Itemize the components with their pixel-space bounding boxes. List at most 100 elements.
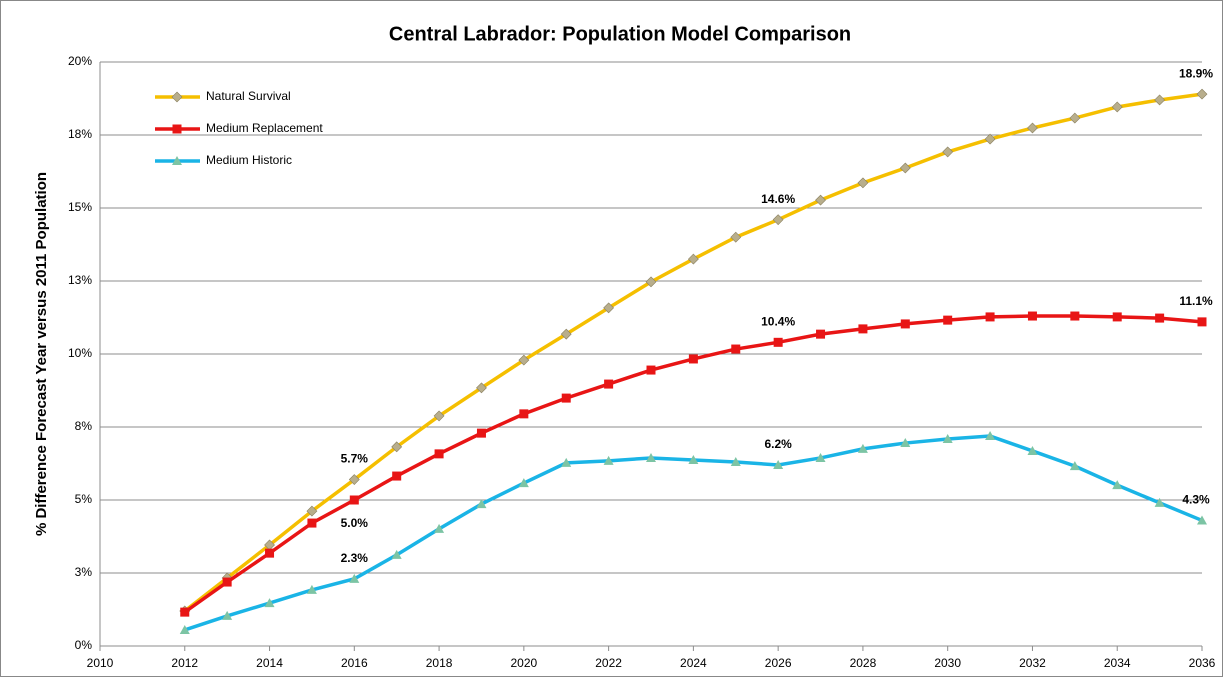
- data-point: [984, 133, 996, 145]
- data-point: [434, 449, 444, 459]
- data-point: [306, 505, 318, 517]
- data-point: [476, 428, 486, 438]
- data-point: [1196, 88, 1208, 100]
- data-point: [1154, 94, 1166, 106]
- x-tick-label: 2030: [934, 656, 961, 670]
- data-label: 2.3%: [341, 551, 369, 565]
- x-tick-label: 2014: [256, 656, 283, 670]
- data-point: [730, 457, 741, 467]
- data-point: [857, 443, 868, 453]
- data-point: [348, 474, 360, 485]
- data-point: [603, 302, 615, 314]
- y-tick-label: 13%: [68, 273, 92, 287]
- x-tick-label: 2026: [765, 656, 792, 670]
- data-point: [772, 214, 784, 226]
- data-point: [604, 379, 614, 389]
- data-point: [476, 499, 487, 509]
- legend-marker: [171, 91, 183, 103]
- y-tick-label: 15%: [68, 200, 92, 214]
- data-point: [773, 337, 783, 347]
- y-tick-label: 8%: [75, 419, 93, 433]
- data-point: [1112, 480, 1123, 490]
- chart-title: Central Labrador: Population Model Compa…: [389, 23, 851, 45]
- data-point: [1070, 311, 1080, 321]
- data-point: [392, 471, 402, 481]
- x-tick-label: 2010: [87, 656, 114, 670]
- data-point: [815, 194, 826, 206]
- data-point: [349, 573, 360, 583]
- data-point: [857, 177, 869, 189]
- data-point: [646, 365, 656, 375]
- data-label: 5.7%: [341, 452, 369, 466]
- data-point: [391, 549, 402, 559]
- data-point: [561, 393, 571, 403]
- data-label: 6.2%: [764, 437, 792, 451]
- data-point: [603, 455, 614, 465]
- x-tick-label: 2024: [680, 656, 707, 670]
- data-point: [688, 454, 699, 464]
- data-point: [645, 276, 657, 288]
- data-point: [900, 438, 911, 448]
- x-tick-label: 2034: [1104, 656, 1131, 670]
- data-point: [1027, 122, 1038, 134]
- legend-marker: [172, 156, 182, 165]
- y-tick-label: 10%: [68, 346, 92, 360]
- data-point: [687, 253, 699, 265]
- data-point: [518, 478, 529, 488]
- data-point: [1069, 112, 1081, 124]
- y-tick-label: 20%: [68, 54, 92, 68]
- y-tick-label: 18%: [68, 127, 92, 141]
- y-tick-label: 5%: [75, 492, 93, 506]
- data-point: [730, 231, 742, 243]
- x-tick-label: 2012: [171, 656, 198, 670]
- y-tick-label: 0%: [75, 638, 93, 652]
- data-point: [646, 452, 656, 462]
- legend-label: Medium Historic: [206, 153, 292, 167]
- data-point: [518, 354, 530, 366]
- data-point: [434, 523, 445, 533]
- legend-marker: [172, 124, 182, 134]
- data-point: [519, 409, 529, 419]
- data-point: [222, 610, 233, 620]
- data-point: [1112, 312, 1122, 322]
- data-point: [1027, 445, 1038, 455]
- data-point: [391, 441, 403, 453]
- data-point: [942, 146, 954, 158]
- x-tick-label: 2018: [426, 656, 453, 670]
- x-tick-label: 2020: [510, 656, 537, 670]
- data-label: 4.3%: [1182, 493, 1210, 507]
- data-point: [688, 354, 698, 364]
- data-point: [264, 598, 275, 608]
- data-label: 11.1%: [1179, 294, 1213, 308]
- data-label: 5.0%: [341, 516, 369, 530]
- data-point: [307, 518, 317, 528]
- data-point: [1069, 461, 1080, 471]
- data-point: [476, 382, 487, 394]
- data-point: [1197, 515, 1207, 525]
- data-point: [858, 324, 868, 334]
- data-point: [1197, 317, 1207, 327]
- y-tick-label: 3%: [75, 565, 93, 579]
- data-point: [560, 328, 572, 340]
- data-point: [1154, 497, 1165, 507]
- data-point: [816, 329, 826, 339]
- data-point: [306, 584, 317, 594]
- data-point: [773, 459, 784, 469]
- data-label: 14.6%: [761, 192, 795, 206]
- data-point: [985, 431, 996, 441]
- data-point: [942, 433, 953, 443]
- x-tick-label: 2028: [850, 656, 877, 670]
- data-point: [561, 457, 572, 467]
- data-point: [900, 319, 910, 329]
- data-point: [1155, 313, 1165, 323]
- data-point: [815, 452, 826, 462]
- data-point: [899, 162, 911, 174]
- x-tick-label: 2032: [1019, 656, 1046, 670]
- data-point: [349, 495, 359, 505]
- legend-label: Natural Survival: [206, 89, 291, 103]
- data-point: [180, 607, 190, 617]
- x-tick-label: 2016: [341, 656, 368, 670]
- data-point: [1111, 101, 1123, 113]
